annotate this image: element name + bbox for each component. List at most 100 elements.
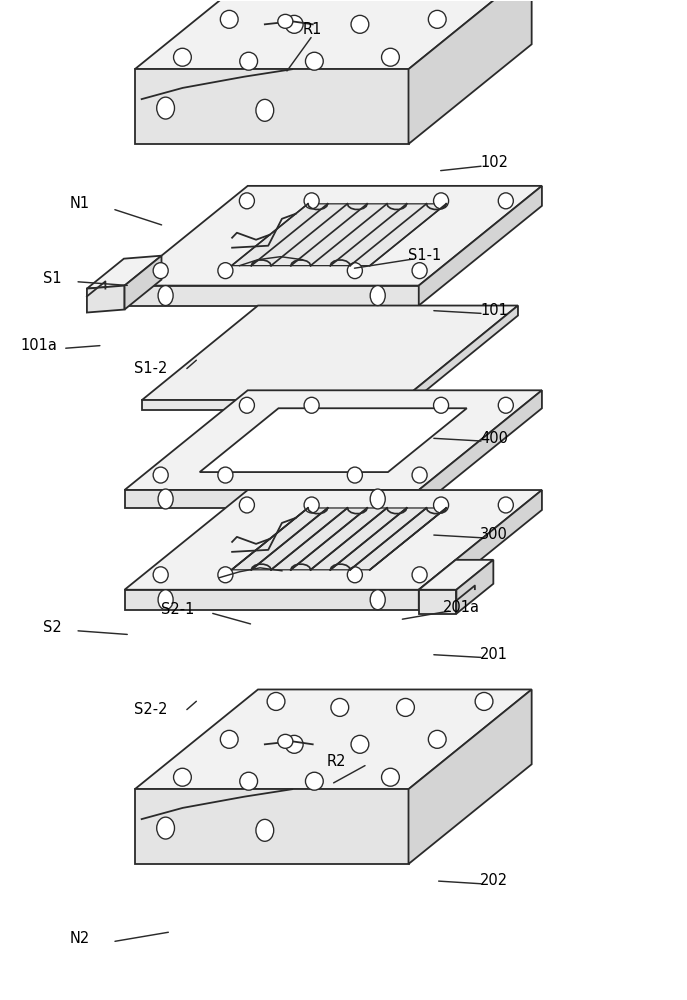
Polygon shape	[135, 689, 532, 789]
Polygon shape	[124, 390, 542, 490]
Ellipse shape	[239, 397, 254, 413]
Ellipse shape	[153, 263, 168, 279]
Ellipse shape	[498, 397, 513, 413]
Text: 300: 300	[480, 527, 508, 542]
Ellipse shape	[348, 263, 362, 279]
Ellipse shape	[157, 97, 174, 119]
Ellipse shape	[267, 692, 285, 710]
Text: S1-1: S1-1	[407, 248, 441, 263]
Ellipse shape	[158, 286, 173, 306]
Ellipse shape	[396, 698, 414, 716]
Polygon shape	[419, 590, 456, 614]
Text: 102: 102	[480, 155, 508, 170]
Ellipse shape	[498, 193, 513, 209]
Text: 202: 202	[480, 873, 508, 888]
Text: 101: 101	[480, 303, 508, 318]
Text: R1: R1	[303, 22, 322, 37]
Text: S2-2: S2-2	[134, 702, 168, 717]
Polygon shape	[419, 560, 493, 590]
Ellipse shape	[285, 15, 303, 33]
Text: S2: S2	[43, 620, 62, 635]
Text: S1-2: S1-2	[134, 361, 167, 376]
Ellipse shape	[412, 263, 427, 279]
Ellipse shape	[331, 698, 349, 716]
Ellipse shape	[239, 193, 254, 209]
Ellipse shape	[412, 467, 427, 483]
Polygon shape	[419, 390, 542, 508]
Ellipse shape	[221, 10, 238, 28]
Ellipse shape	[256, 819, 273, 841]
Text: S2-1: S2-1	[161, 602, 194, 617]
Polygon shape	[232, 204, 446, 266]
Ellipse shape	[158, 590, 173, 610]
Ellipse shape	[370, 489, 385, 509]
Text: N2: N2	[70, 931, 90, 946]
Ellipse shape	[475, 692, 493, 710]
Ellipse shape	[428, 730, 446, 748]
Polygon shape	[419, 186, 542, 306]
Ellipse shape	[157, 817, 174, 839]
Polygon shape	[87, 256, 161, 289]
Ellipse shape	[153, 567, 168, 583]
Polygon shape	[232, 508, 446, 570]
Polygon shape	[124, 590, 419, 610]
Polygon shape	[124, 286, 419, 306]
Ellipse shape	[285, 735, 303, 753]
Text: 201a: 201a	[442, 600, 480, 615]
Polygon shape	[87, 286, 124, 313]
Text: 101a: 101a	[21, 338, 58, 353]
Polygon shape	[135, 69, 409, 144]
Text: 400: 400	[480, 431, 508, 446]
Polygon shape	[142, 306, 518, 400]
Ellipse shape	[433, 397, 449, 413]
Ellipse shape	[158, 489, 173, 509]
Ellipse shape	[381, 768, 399, 786]
Ellipse shape	[351, 735, 369, 753]
Ellipse shape	[174, 768, 191, 786]
Ellipse shape	[304, 497, 319, 513]
Ellipse shape	[153, 467, 168, 483]
Ellipse shape	[370, 590, 385, 610]
Ellipse shape	[304, 193, 319, 209]
Polygon shape	[456, 560, 493, 614]
Text: R2: R2	[327, 754, 346, 769]
Ellipse shape	[240, 52, 258, 70]
Ellipse shape	[498, 497, 513, 513]
Ellipse shape	[218, 263, 233, 279]
Text: 201: 201	[480, 647, 508, 662]
Ellipse shape	[174, 48, 191, 66]
Ellipse shape	[306, 52, 324, 70]
Polygon shape	[402, 306, 518, 410]
Polygon shape	[142, 400, 402, 410]
Polygon shape	[124, 186, 542, 286]
Ellipse shape	[370, 286, 385, 306]
Polygon shape	[419, 490, 542, 610]
Ellipse shape	[221, 730, 238, 748]
Ellipse shape	[348, 567, 362, 583]
Ellipse shape	[433, 193, 449, 209]
Polygon shape	[200, 408, 466, 472]
Polygon shape	[409, 689, 532, 864]
Ellipse shape	[351, 15, 369, 33]
Ellipse shape	[256, 99, 273, 121]
Text: N1: N1	[70, 196, 90, 211]
Ellipse shape	[412, 567, 427, 583]
Ellipse shape	[278, 734, 293, 748]
Ellipse shape	[239, 497, 254, 513]
Text: S1: S1	[43, 271, 62, 286]
Ellipse shape	[218, 467, 233, 483]
Polygon shape	[124, 490, 419, 508]
Polygon shape	[124, 256, 161, 310]
Ellipse shape	[381, 48, 399, 66]
Ellipse shape	[240, 772, 258, 790]
Ellipse shape	[428, 10, 446, 28]
Ellipse shape	[304, 397, 319, 413]
Polygon shape	[409, 0, 532, 144]
Ellipse shape	[306, 772, 324, 790]
Ellipse shape	[348, 467, 362, 483]
Polygon shape	[135, 0, 532, 69]
Polygon shape	[124, 490, 542, 590]
Ellipse shape	[218, 567, 233, 583]
Ellipse shape	[278, 14, 293, 28]
Polygon shape	[135, 789, 409, 864]
